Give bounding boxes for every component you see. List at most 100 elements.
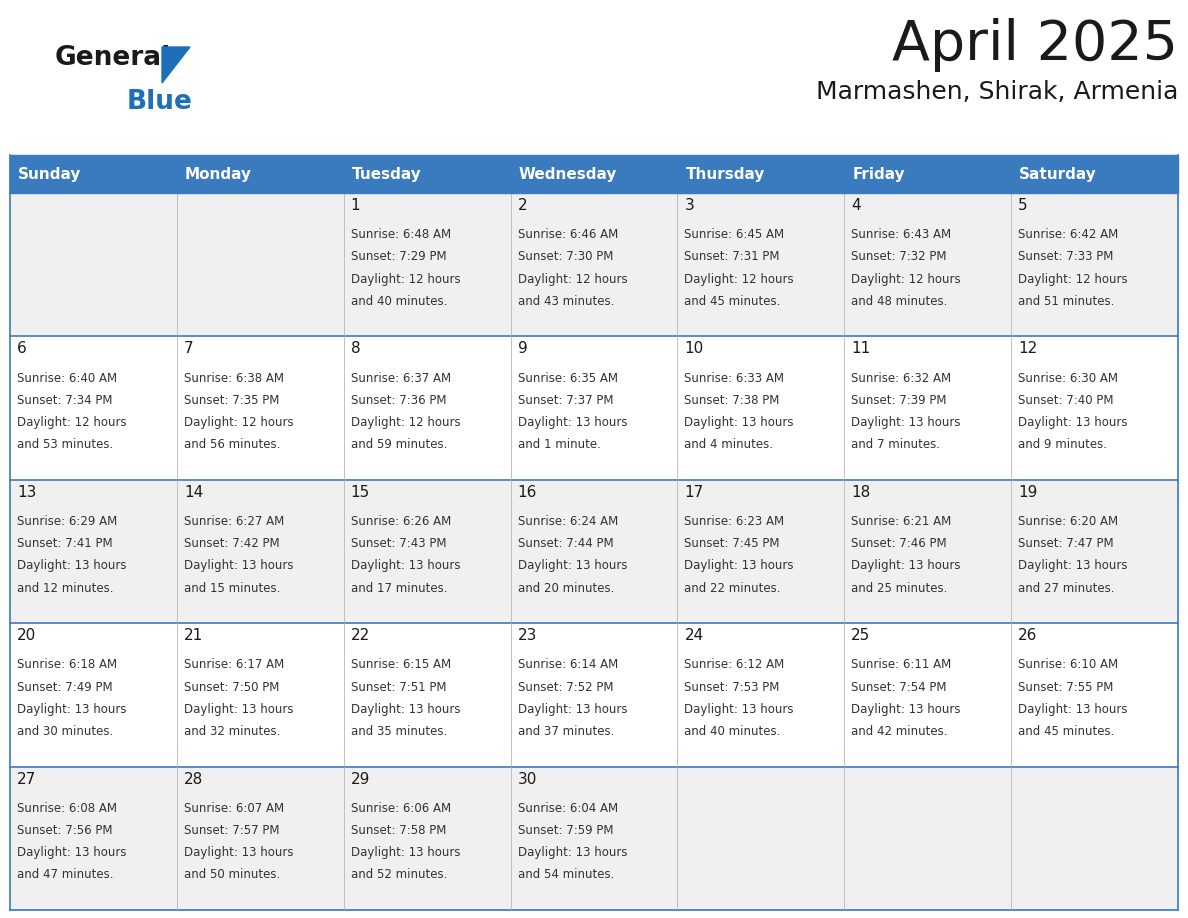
Text: Sunset: 7:46 PM: Sunset: 7:46 PM [852, 537, 947, 550]
Text: 15: 15 [350, 485, 369, 499]
Text: Daylight: 13 hours: Daylight: 13 hours [184, 703, 293, 716]
Text: Sunset: 7:43 PM: Sunset: 7:43 PM [350, 537, 447, 550]
Text: Sunset: 7:31 PM: Sunset: 7:31 PM [684, 251, 781, 263]
Polygon shape [162, 47, 190, 83]
Text: April 2025: April 2025 [892, 18, 1178, 72]
Text: and 17 minutes.: and 17 minutes. [350, 582, 447, 595]
Text: Daylight: 12 hours: Daylight: 12 hours [684, 273, 794, 285]
Text: Sunrise: 6:46 AM: Sunrise: 6:46 AM [518, 228, 618, 241]
Text: Sunrise: 6:10 AM: Sunrise: 6:10 AM [1018, 658, 1118, 671]
Text: Sunset: 7:50 PM: Sunset: 7:50 PM [184, 680, 279, 693]
Text: Sunday: Sunday [18, 166, 81, 182]
Text: and 30 minutes.: and 30 minutes. [17, 725, 113, 738]
Text: Sunrise: 6:08 AM: Sunrise: 6:08 AM [17, 801, 116, 814]
Text: Sunset: 7:33 PM: Sunset: 7:33 PM [1018, 251, 1113, 263]
Text: and 53 minutes.: and 53 minutes. [17, 438, 113, 451]
Text: and 35 minutes.: and 35 minutes. [350, 725, 447, 738]
Bar [10, 623, 1178, 767]
Text: 17: 17 [684, 485, 703, 499]
Text: Daylight: 12 hours: Daylight: 12 hours [184, 416, 293, 429]
Text: Tuesday: Tuesday [352, 166, 422, 182]
Text: Sunset: 7:41 PM: Sunset: 7:41 PM [17, 537, 113, 550]
Text: Daylight: 13 hours: Daylight: 13 hours [1018, 559, 1127, 572]
Text: 27: 27 [17, 772, 37, 787]
Text: Sunset: 7:58 PM: Sunset: 7:58 PM [350, 824, 446, 837]
Text: Sunrise: 6:29 AM: Sunrise: 6:29 AM [17, 515, 118, 528]
Text: Sunset: 7:49 PM: Sunset: 7:49 PM [17, 680, 113, 693]
Text: and 51 minutes.: and 51 minutes. [1018, 295, 1114, 308]
Text: Daylight: 12 hours: Daylight: 12 hours [1018, 273, 1127, 285]
Text: Sunset: 7:51 PM: Sunset: 7:51 PM [350, 680, 447, 693]
Bar [10, 155, 1178, 193]
Text: Sunset: 7:30 PM: Sunset: 7:30 PM [518, 251, 613, 263]
Text: Marmashen, Shirak, Armenia: Marmashen, Shirak, Armenia [816, 80, 1178, 104]
Text: and 4 minutes.: and 4 minutes. [684, 438, 773, 451]
Text: Sunrise: 6:14 AM: Sunrise: 6:14 AM [518, 658, 618, 671]
Text: Sunset: 7:36 PM: Sunset: 7:36 PM [350, 394, 447, 407]
Text: 14: 14 [184, 485, 203, 499]
Text: and 47 minutes.: and 47 minutes. [17, 868, 114, 881]
Text: Daylight: 13 hours: Daylight: 13 hours [350, 559, 460, 572]
Text: Sunset: 7:47 PM: Sunset: 7:47 PM [1018, 537, 1114, 550]
Text: Daylight: 13 hours: Daylight: 13 hours [350, 703, 460, 716]
Text: and 59 minutes.: and 59 minutes. [350, 438, 447, 451]
Text: Sunrise: 6:18 AM: Sunrise: 6:18 AM [17, 658, 118, 671]
Text: General: General [55, 45, 171, 71]
Text: 21: 21 [184, 628, 203, 644]
Text: Sunset: 7:53 PM: Sunset: 7:53 PM [684, 680, 779, 693]
Text: and 40 minutes.: and 40 minutes. [684, 725, 781, 738]
Text: 1: 1 [350, 198, 360, 213]
Text: Sunrise: 6:23 AM: Sunrise: 6:23 AM [684, 515, 784, 528]
Text: Sunrise: 6:43 AM: Sunrise: 6:43 AM [852, 228, 952, 241]
Text: Sunset: 7:29 PM: Sunset: 7:29 PM [350, 251, 447, 263]
Text: and 15 minutes.: and 15 minutes. [184, 582, 280, 595]
Bar [10, 336, 1178, 480]
Text: and 43 minutes.: and 43 minutes. [518, 295, 614, 308]
Text: Daylight: 13 hours: Daylight: 13 hours [852, 416, 961, 429]
Text: Monday: Monday [185, 166, 252, 182]
Text: 29: 29 [350, 772, 371, 787]
Text: Sunrise: 6:33 AM: Sunrise: 6:33 AM [684, 372, 784, 385]
Text: 5: 5 [1018, 198, 1028, 213]
Text: Sunrise: 6:21 AM: Sunrise: 6:21 AM [852, 515, 952, 528]
Text: Wednesday: Wednesday [519, 166, 617, 182]
Text: Daylight: 12 hours: Daylight: 12 hours [17, 416, 127, 429]
Text: Friday: Friday [852, 166, 905, 182]
Text: Sunset: 7:42 PM: Sunset: 7:42 PM [184, 537, 279, 550]
Bar [10, 767, 1178, 910]
Text: Sunset: 7:44 PM: Sunset: 7:44 PM [518, 537, 613, 550]
Text: Daylight: 13 hours: Daylight: 13 hours [17, 559, 126, 572]
Text: Sunrise: 6:17 AM: Sunrise: 6:17 AM [184, 658, 284, 671]
Text: 23: 23 [518, 628, 537, 644]
Text: 10: 10 [684, 341, 703, 356]
Text: Daylight: 12 hours: Daylight: 12 hours [350, 416, 460, 429]
Text: 22: 22 [350, 628, 369, 644]
Bar [10, 480, 1178, 623]
Text: and 27 minutes.: and 27 minutes. [1018, 582, 1114, 595]
Text: and 25 minutes.: and 25 minutes. [852, 582, 948, 595]
Text: and 1 minute.: and 1 minute. [518, 438, 600, 451]
Text: Daylight: 13 hours: Daylight: 13 hours [518, 559, 627, 572]
Text: Sunrise: 6:12 AM: Sunrise: 6:12 AM [684, 658, 785, 671]
Text: 3: 3 [684, 198, 694, 213]
Text: Sunset: 7:34 PM: Sunset: 7:34 PM [17, 394, 113, 407]
Text: Sunset: 7:54 PM: Sunset: 7:54 PM [852, 680, 947, 693]
Text: Sunset: 7:35 PM: Sunset: 7:35 PM [184, 394, 279, 407]
Text: Sunset: 7:39 PM: Sunset: 7:39 PM [852, 394, 947, 407]
Text: 19: 19 [1018, 485, 1037, 499]
Text: Sunset: 7:52 PM: Sunset: 7:52 PM [518, 680, 613, 693]
Text: Sunrise: 6:20 AM: Sunrise: 6:20 AM [1018, 515, 1118, 528]
Text: Sunset: 7:40 PM: Sunset: 7:40 PM [1018, 394, 1113, 407]
Text: Sunrise: 6:32 AM: Sunrise: 6:32 AM [852, 372, 952, 385]
Text: 13: 13 [17, 485, 37, 499]
Text: Daylight: 13 hours: Daylight: 13 hours [350, 846, 460, 859]
Text: 7: 7 [184, 341, 194, 356]
Text: 28: 28 [184, 772, 203, 787]
Text: Saturday: Saturday [1019, 166, 1097, 182]
Text: Sunset: 7:57 PM: Sunset: 7:57 PM [184, 824, 279, 837]
Text: and 12 minutes.: and 12 minutes. [17, 582, 114, 595]
Text: 25: 25 [852, 628, 871, 644]
Text: Blue: Blue [127, 89, 192, 115]
Text: and 7 minutes.: and 7 minutes. [852, 438, 940, 451]
Text: Sunrise: 6:45 AM: Sunrise: 6:45 AM [684, 228, 784, 241]
